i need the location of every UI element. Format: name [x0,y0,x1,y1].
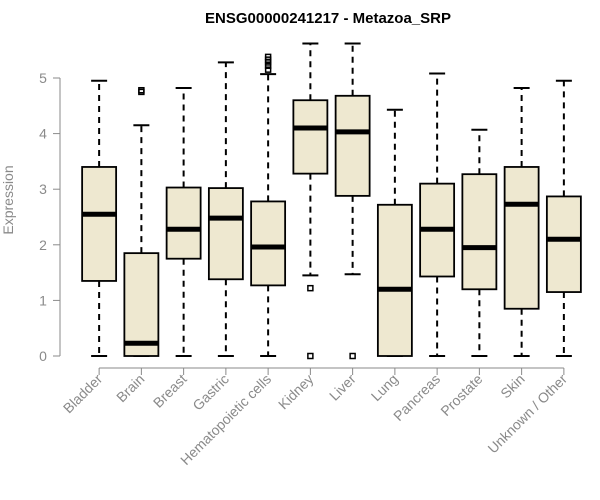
y-tick-label-0: 0 [39,348,47,364]
outlier-5-0 [307,284,314,292]
box-6 [334,42,371,360]
x-tick-label-8: Pancreas [390,371,443,424]
box-rect-9 [461,173,498,291]
box-rect-4 [250,200,287,287]
x-tick-label-2: Breast [150,371,190,411]
x-tick-label-1: Brain [113,371,147,405]
x-tick-label-0: Bladder [60,371,106,417]
y-axis-title: Expression [0,165,16,234]
box-5 [292,42,329,360]
outlier-4-4 [264,53,272,61]
y-tick-label-4: 4 [39,126,47,142]
box-11 [545,79,582,357]
y-tick-label-5: 5 [39,70,47,86]
box-rect-11 [545,195,582,293]
box-rect-1 [123,252,160,357]
box-rect-2 [165,186,202,260]
x-tick-label-5: Kidney [275,371,317,413]
box-8 [419,72,456,357]
y-axis: 0 1 2 3 4 5 [39,70,61,364]
box-rect-7 [376,203,413,357]
box-4 [250,53,287,357]
x-tick-label-10: Skin [497,371,528,402]
box-1 [123,86,160,357]
outlier-1-1 [138,86,145,94]
x-tick-label-6: Liver [326,371,359,404]
x-tick-label-9: Prostate [437,371,485,419]
box-3 [207,61,244,357]
box-10 [503,87,540,357]
box-9 [461,128,498,357]
y-tick-label-3: 3 [39,181,47,197]
y-tick-label-2: 2 [39,237,47,253]
box-2 [165,87,202,357]
box-rect-10 [503,166,540,310]
x-tick-label-7: Lung [368,371,401,404]
box-rect-3 [207,187,244,281]
box-rect-6 [334,94,371,197]
chart-title: ENSG00000241217 - Metazoa_SRP [205,10,451,27]
x-tick-label-11: Unknown / Other [484,371,570,457]
outlier-6-0 [349,352,356,360]
outlier-4-0 [264,66,272,73]
boxes-group [81,42,582,360]
outlier-5-1 [307,352,314,360]
box-0 [81,79,118,357]
outlier-4-1 [264,62,272,70]
y-tick-label-1: 1 [39,292,47,308]
box-7 [376,108,413,357]
box-rect-0 [81,166,118,282]
box-rect-5 [292,99,329,175]
